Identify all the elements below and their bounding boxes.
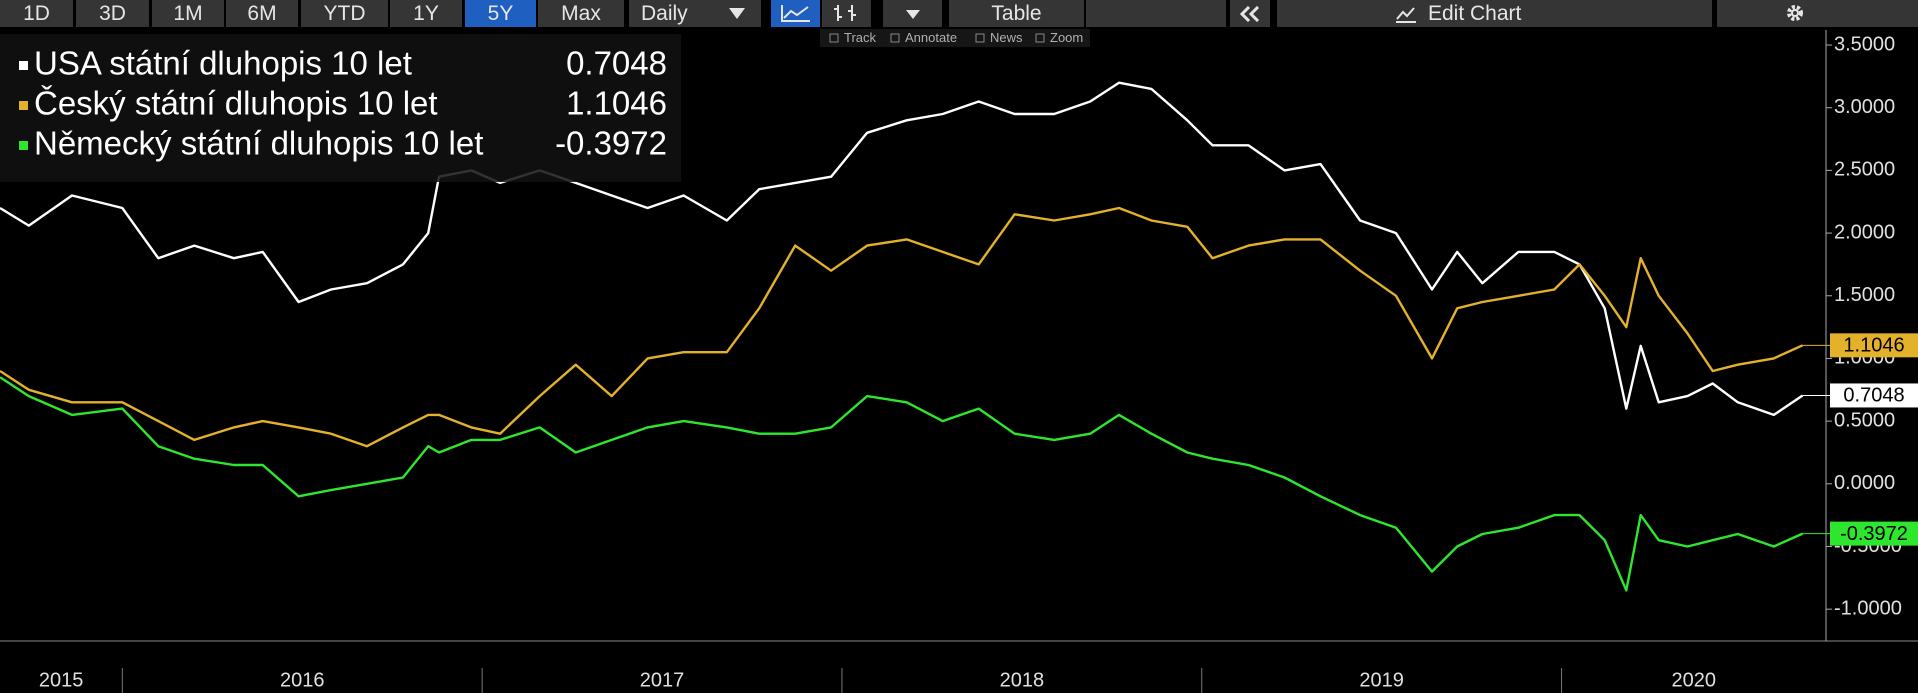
tool-icon <box>829 29 839 47</box>
range-button[interactable]: 1D <box>0 0 73 27</box>
y-tick-label: 3.0000 <box>1834 96 1895 118</box>
x-tick-label: 2016 <box>280 669 325 691</box>
x-tick-label: 2020 <box>1672 669 1717 691</box>
settings-button[interactable] <box>1717 0 1918 27</box>
gear-icon <box>1787 5 1803 21</box>
y-tick-label: 2.0000 <box>1834 221 1895 243</box>
collapse-icon <box>1239 5 1260 23</box>
tool-button[interactable]: Annotate <box>905 30 958 45</box>
legend-swatch <box>19 61 28 70</box>
dropdown-arrow <box>905 10 920 19</box>
line-icon <box>780 5 810 22</box>
value-box <box>1830 333 1918 358</box>
tool-icon <box>975 29 985 47</box>
range-button[interactable]: Max <box>538 0 624 27</box>
y-tick-label: 0.0000 <box>1834 472 1895 494</box>
y-tick-label: 3.5000 <box>1834 33 1895 55</box>
toolbar-blank <box>1086 0 1226 27</box>
more-button[interactable] <box>883 0 942 27</box>
range-button[interactable]: 3D <box>76 0 149 27</box>
tool-button[interactable]: Zoom <box>1050 30 1084 45</box>
legend-box <box>0 34 681 182</box>
tool-button[interactable]: Track <box>844 30 877 45</box>
x-tick-label: 2019 <box>1359 669 1404 691</box>
legend-value: 1.1046 <box>566 85 667 122</box>
series-line <box>0 376 1804 592</box>
edit-chart-label: Edit Chart <box>1428 2 1522 25</box>
y-tick-label: 2.5000 <box>1834 159 1895 181</box>
legend-swatch <box>19 141 28 150</box>
value-box <box>1830 383 1918 408</box>
y-tick-label: -1.0000 <box>1834 597 1902 619</box>
value-box-label: -0.3972 <box>1840 523 1908 545</box>
bar-icon <box>833 5 856 21</box>
legend-swatch <box>19 101 28 110</box>
collapse-button[interactable] <box>1230 0 1270 27</box>
range-button[interactable]: 6M <box>226 0 298 27</box>
legend-name: Německý státní dluhopis 10 let <box>34 125 483 162</box>
value-box-label: 0.7048 <box>1843 385 1904 407</box>
series-line <box>0 206 1804 448</box>
legend-value: 0.7048 <box>566 45 667 82</box>
bar-chart-button[interactable] <box>822 0 871 27</box>
subtoolbar <box>820 29 1090 47</box>
frequency-button[interactable]: Daily <box>629 0 761 27</box>
value-box-label: 1.1046 <box>1843 335 1904 357</box>
y-tick-label: 0.5000 <box>1834 409 1895 431</box>
x-tick-label: 2018 <box>1000 669 1045 691</box>
legend-value: -0.3972 <box>555 125 667 162</box>
line-chart-button[interactable] <box>771 0 820 27</box>
series-line <box>0 81 1804 417</box>
edit-chart-button[interactable]: Edit Chart <box>1277 0 1712 27</box>
legend-name: Český státní dluhopis 10 let <box>34 85 438 122</box>
tool-button[interactable]: News <box>990 30 1023 45</box>
frequency-label: Daily <box>641 2 688 25</box>
edit-icon <box>1396 7 1416 23</box>
range-button[interactable]: YTD <box>301 0 388 27</box>
table-button[interactable]: Table <box>949 0 1084 27</box>
tool-icon <box>1035 29 1045 47</box>
value-box <box>1830 521 1918 546</box>
range-button[interactable]: 5Y <box>465 0 536 27</box>
range-button[interactable]: 1M <box>152 0 224 27</box>
y-tick-label: 1.5000 <box>1834 284 1895 306</box>
legend-name: USA státní dluhopis 10 let <box>34 45 412 82</box>
tool-icon <box>890 29 900 47</box>
x-tick-label: 2015 <box>39 669 84 691</box>
range-button[interactable]: 1Y <box>390 0 462 27</box>
dropdown-arrow <box>729 8 745 19</box>
x-tick-label: 2017 <box>640 669 685 691</box>
